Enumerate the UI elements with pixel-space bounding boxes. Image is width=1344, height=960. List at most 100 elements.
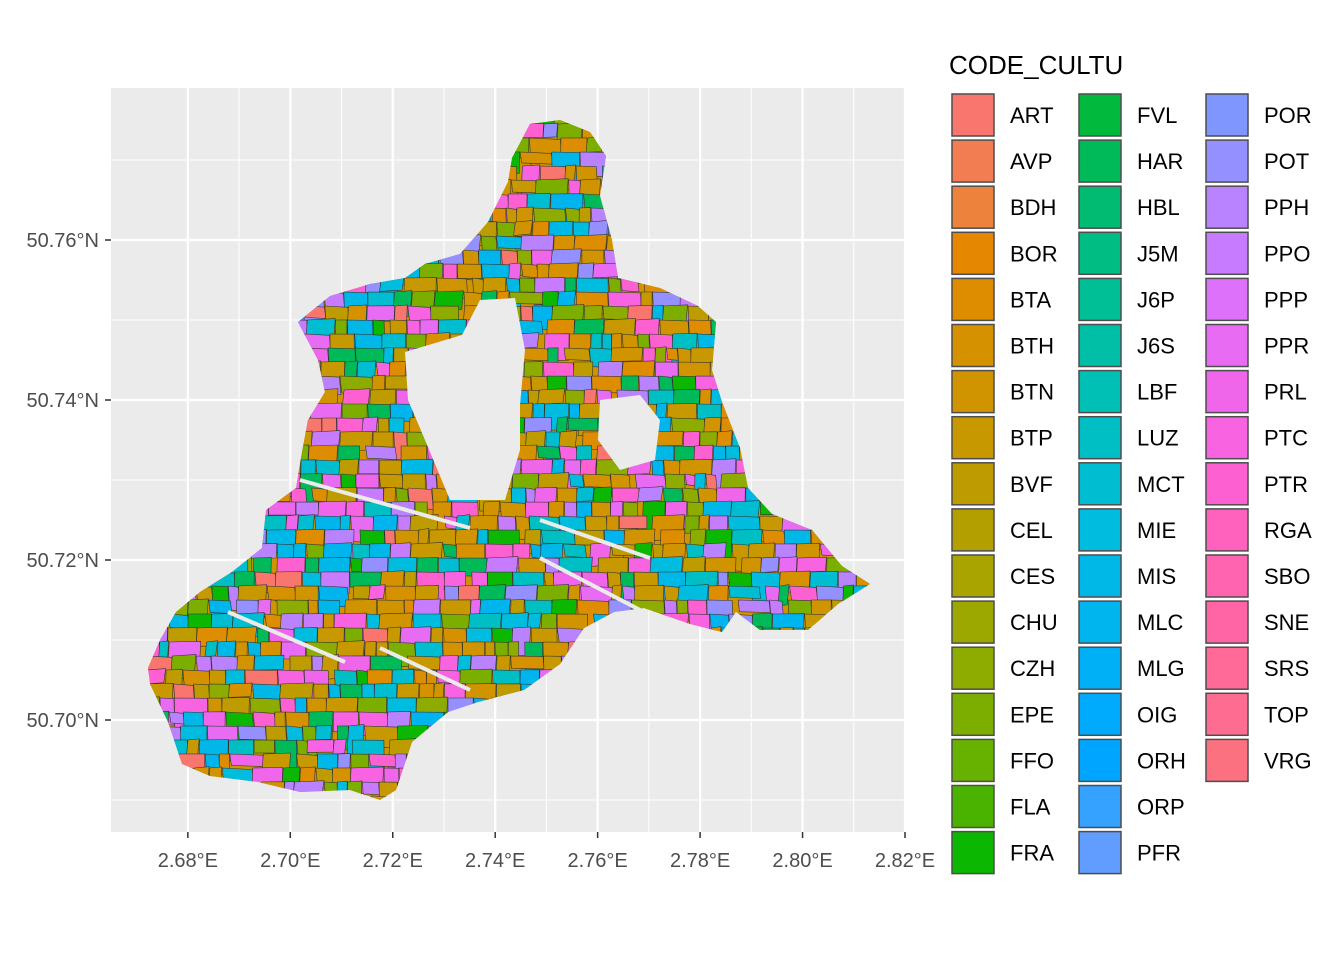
parcel: [618, 515, 648, 529]
road-gap: [379, 646, 471, 692]
parcel: [211, 585, 229, 602]
parcel: [433, 290, 464, 311]
legend-swatch: [1078, 369, 1122, 414]
legend-swatch: [951, 185, 995, 229]
legend-swatch: [1205, 139, 1249, 183]
legend-item: J5M: [1078, 231, 1179, 276]
legend-label: LBF: [1137, 380, 1177, 405]
parcel: [457, 263, 482, 279]
legend-item: FRA: [951, 830, 1054, 875]
y-tick-label: 50.76°N: [27, 230, 100, 252]
parcel: [341, 388, 371, 407]
legend-label: CES: [1010, 564, 1055, 589]
legend-swatch: [1205, 554, 1249, 598]
parcel: [534, 487, 558, 504]
parcel: [550, 248, 582, 265]
legend-label: ORH: [1137, 748, 1186, 773]
parcel: [536, 445, 561, 460]
y-tick-label: 50.72°N: [27, 550, 100, 572]
legend-label: FLA: [1010, 795, 1051, 820]
parcel: [470, 599, 481, 616]
legend-swatch: [951, 462, 995, 506]
legend-swatch: [951, 277, 995, 322]
legend-label: BTN: [1010, 380, 1054, 405]
legend-swatch: [951, 554, 995, 598]
parcel: [306, 739, 335, 753]
parcel: [332, 738, 347, 755]
legend-item: FFO: [951, 738, 1054, 783]
legend-label: J6P: [1137, 287, 1175, 312]
legend-swatch: [1205, 415, 1249, 460]
legend-label: ORP: [1137, 795, 1185, 820]
legend-item: PPO: [1205, 231, 1310, 276]
legend-swatch: [1078, 830, 1122, 875]
legend-label: AVP: [1010, 149, 1052, 174]
legend-swatch: [1078, 231, 1122, 276]
legend-label: BTA: [1010, 287, 1051, 312]
parcel: [306, 697, 327, 714]
legend-swatch: [951, 784, 995, 829]
parcel: [229, 753, 265, 767]
legend-swatch: [951, 738, 995, 783]
legend-item: PRL: [1205, 369, 1307, 414]
interior-gap: [598, 395, 660, 470]
legend-swatch: [1078, 323, 1122, 368]
legend-swatch: [1205, 231, 1249, 276]
parcel: [637, 486, 664, 503]
legend-item: PTC: [1205, 415, 1308, 460]
parcel: [289, 655, 312, 673]
road-gap: [227, 610, 346, 664]
parcel: [352, 585, 371, 600]
parcel: [350, 557, 364, 573]
legend-label: SRS: [1264, 656, 1309, 681]
parcel: [703, 416, 722, 434]
legend: CODE_CULTU ART AVP BDH BOR BTA BTH BTN BTP BVF CE…: [949, 50, 1312, 875]
legend-swatch: [1078, 277, 1122, 322]
parcel: [622, 585, 637, 603]
legend-item: HAR: [1078, 139, 1183, 183]
parcel: [796, 556, 827, 573]
legend-label: PPR: [1264, 334, 1309, 359]
legend-swatch: [951, 231, 995, 276]
legend-item: BTH: [951, 323, 1054, 368]
legend-label: TOP: [1264, 702, 1309, 727]
legend-item: MLG: [1078, 646, 1185, 690]
legend-swatch: [1205, 646, 1249, 690]
legend-swatch: [1078, 600, 1122, 644]
legend-item: PTR: [1205, 462, 1308, 506]
parcel: [688, 319, 712, 336]
parcel: [526, 612, 542, 630]
parcel: [563, 347, 591, 361]
legend-label: MLG: [1137, 656, 1185, 681]
legend-item: J6P: [1078, 277, 1175, 322]
legend-label: PPH: [1264, 195, 1309, 220]
legend-swatch: [1205, 692, 1249, 737]
legend-item: POR: [1205, 93, 1312, 137]
parcel: [737, 599, 771, 613]
interior-gap: [405, 298, 525, 500]
parcel: [564, 207, 582, 224]
parcel: [442, 543, 459, 559]
legend-label: POT: [1264, 149, 1309, 174]
legend-label: BDH: [1010, 195, 1056, 220]
parcel: [349, 571, 382, 588]
legend-item: MLC: [1078, 600, 1184, 644]
legend-item: POT: [1205, 139, 1309, 183]
legend-title: CODE_CULTU: [949, 50, 1123, 80]
parcel: [355, 473, 380, 489]
legend-item: PPP: [1205, 277, 1308, 322]
legend-item: RGA: [1205, 508, 1312, 552]
parcel: [439, 655, 459, 673]
legend-swatch: [951, 600, 995, 644]
parcel: [762, 529, 786, 545]
parcel: [575, 486, 595, 502]
parcel: [479, 598, 511, 616]
legend-item: BTN: [951, 369, 1054, 414]
legend-label: BOR: [1010, 241, 1058, 266]
parcel: [510, 655, 545, 670]
legend-label: FRA: [1010, 841, 1054, 866]
legend-swatch: [951, 323, 995, 368]
parcel: [259, 641, 282, 658]
legend-item: MCT: [1078, 462, 1185, 506]
